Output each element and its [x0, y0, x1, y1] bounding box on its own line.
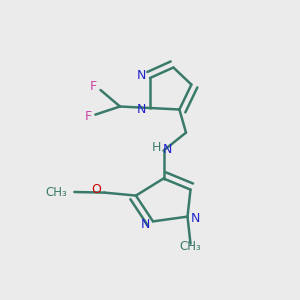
Text: N: N: [190, 212, 200, 226]
Text: O: O: [91, 183, 101, 196]
Text: F: F: [84, 110, 92, 124]
Text: CH₃: CH₃: [45, 185, 67, 199]
Text: CH₃: CH₃: [180, 240, 201, 253]
Text: N: N: [136, 103, 146, 116]
Text: N: N: [141, 218, 150, 231]
Text: N: N: [137, 69, 146, 82]
Text: H: H: [152, 141, 162, 154]
Text: N: N: [162, 142, 172, 156]
Text: F: F: [89, 80, 97, 94]
